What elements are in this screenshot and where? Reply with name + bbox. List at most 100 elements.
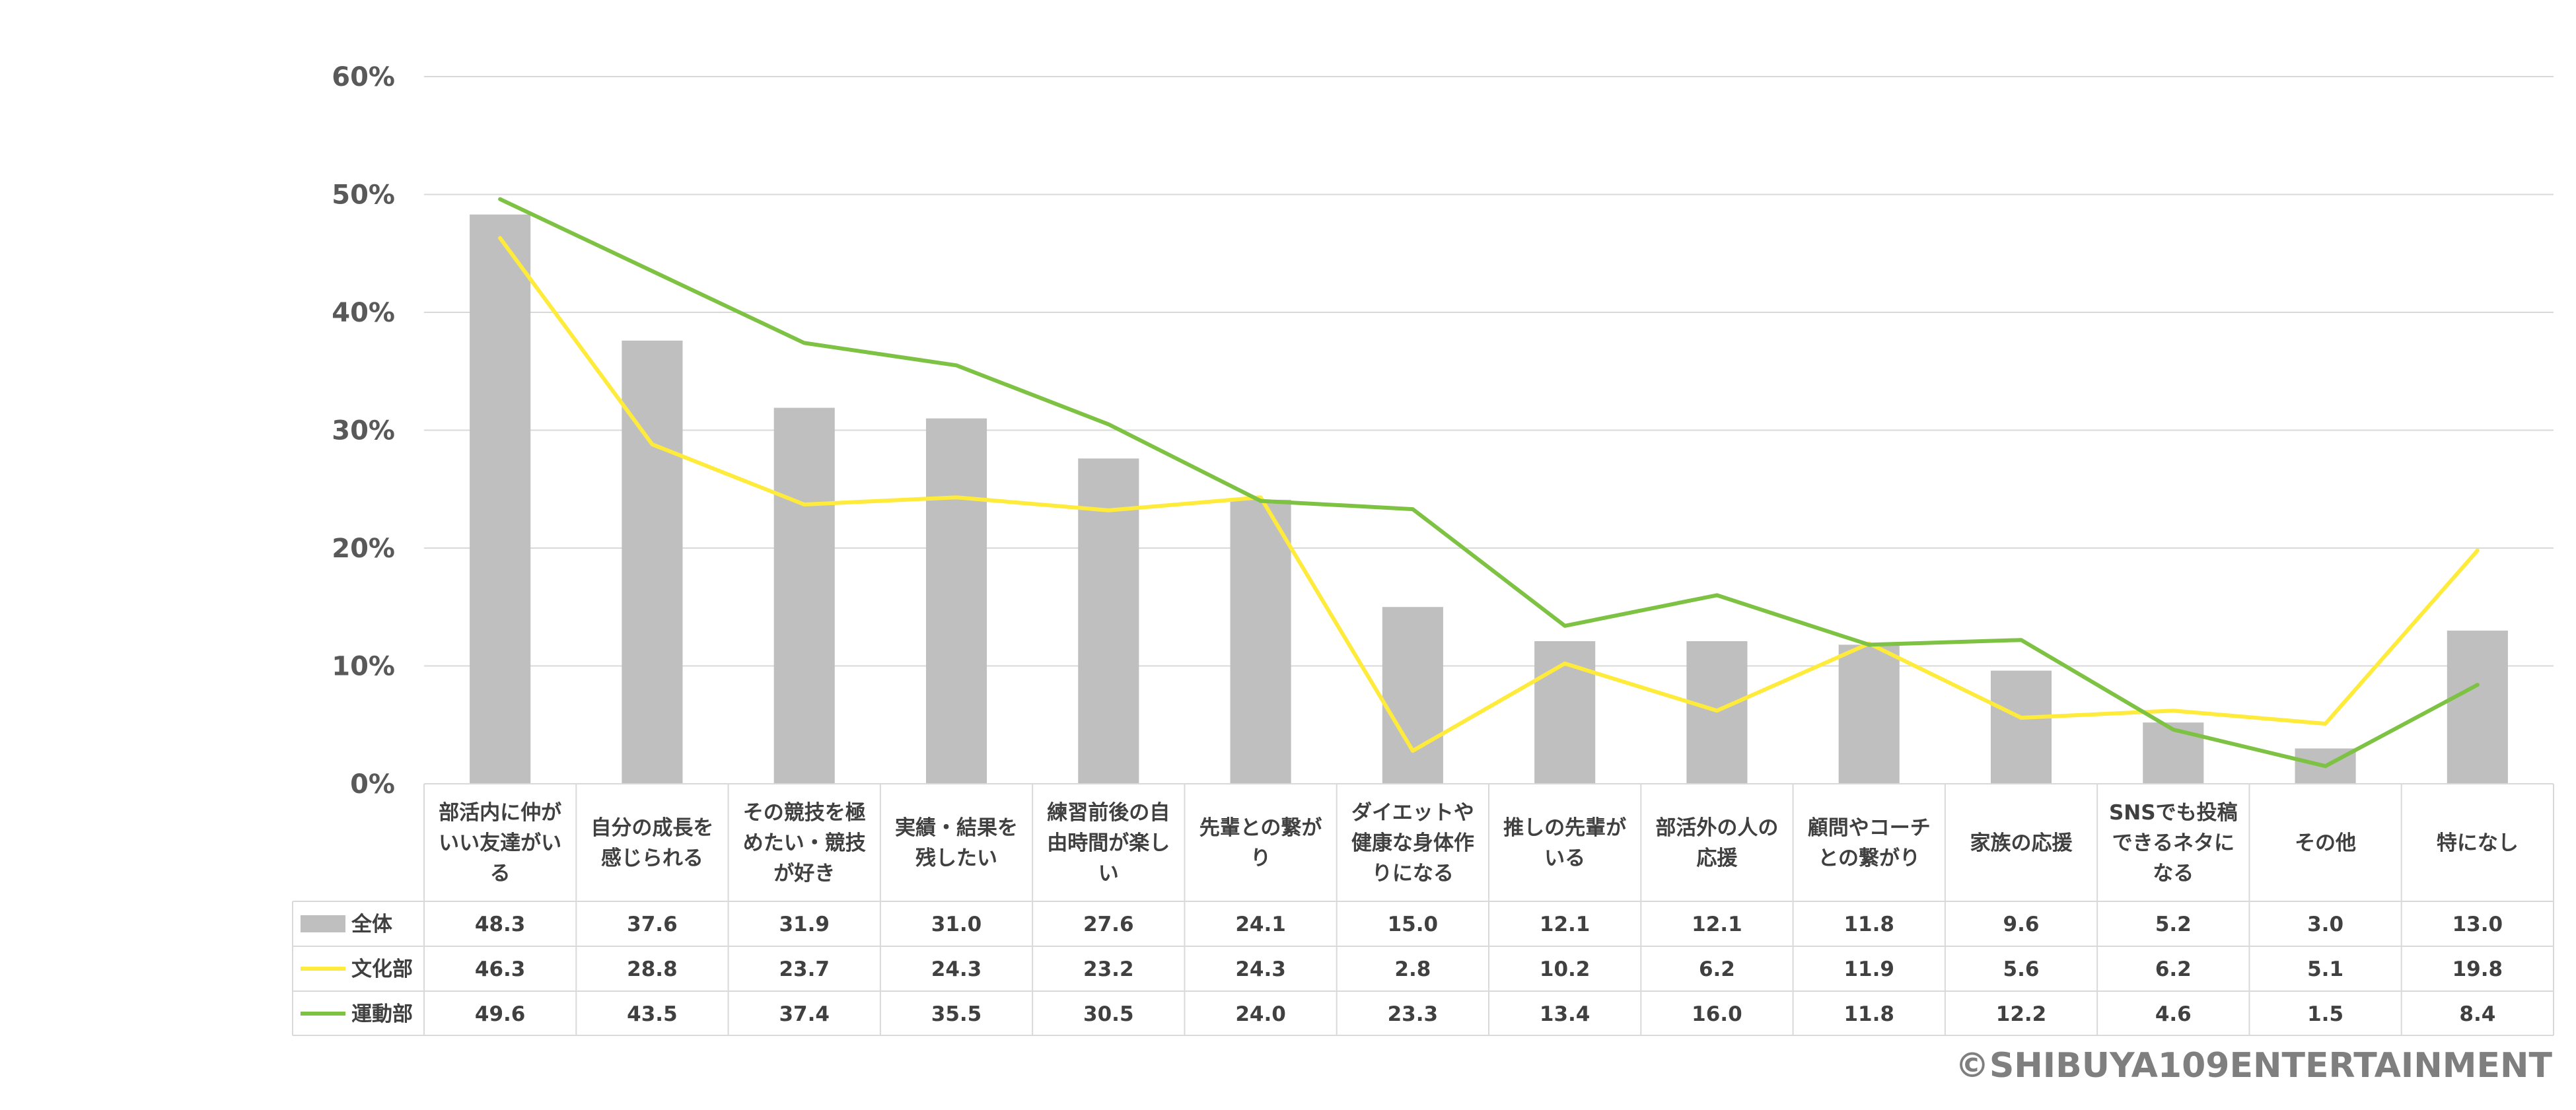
table-value: 28.8	[627, 957, 678, 981]
category-label: 応援	[1696, 847, 1738, 870]
table-value: 24.3	[1235, 957, 1286, 981]
table-value: 4.6	[2155, 1002, 2192, 1026]
table-value: 6.2	[2155, 957, 2192, 981]
category-label: なる	[2153, 862, 2194, 885]
table-value: 37.4	[779, 1002, 830, 1026]
table-value: 3.0	[2307, 913, 2343, 936]
category-label: 先輩との繋が	[1199, 816, 1322, 840]
category-label: 残したい	[915, 847, 997, 870]
category-label: 自分の成長を	[590, 816, 713, 840]
category-label: いる	[1544, 847, 1585, 870]
bar	[470, 214, 531, 784]
category-label: が好き	[773, 862, 835, 885]
table-value: 24.3	[931, 957, 982, 981]
table-value: 13.0	[2452, 913, 2503, 936]
gridlines	[424, 76, 2554, 784]
table-value: 12.1	[1692, 913, 1742, 936]
table-value: 10.2	[1540, 957, 1591, 981]
category-label: 健康な身体作	[1351, 831, 1474, 855]
category-label: できるネタに	[2112, 831, 2235, 855]
category-label: 部活内に仲が	[439, 801, 561, 825]
legend-label: 文化部	[351, 957, 413, 981]
category-label: めたい・競技	[743, 831, 866, 855]
table-value: 11.8	[1843, 913, 1894, 936]
category-label: その他	[2295, 831, 2356, 855]
category-label: い	[1098, 862, 1119, 885]
table-value: 5.6	[2003, 957, 2040, 981]
category-label: いい友達がい	[439, 831, 561, 855]
table-value: 48.3	[475, 913, 526, 936]
category-label: 顧問やコーチ	[1808, 816, 1931, 840]
table-value: 31.0	[931, 913, 982, 936]
y-tick-label: 30%	[332, 416, 395, 446]
bar	[2447, 630, 2508, 784]
category-label: 家族の応援	[1970, 831, 2073, 855]
table-value: 35.5	[931, 1002, 982, 1026]
category-label: ダイエットや	[1351, 801, 1474, 825]
table-value: 9.6	[2003, 913, 2040, 936]
category-label: 感じられる	[601, 847, 703, 870]
y-axis: 0% 10% 20% 30% 40% 50% 60%	[332, 62, 395, 800]
bar	[622, 340, 683, 784]
bar	[773, 407, 835, 784]
table-value: 16.0	[1692, 1002, 1742, 1026]
table-value: 19.8	[2452, 957, 2503, 981]
table-value: 46.3	[475, 957, 526, 981]
legend-key-bar	[301, 915, 345, 932]
bar	[1382, 607, 1443, 784]
legend-label: 全体	[351, 913, 392, 936]
table-value: 6.2	[1699, 957, 1735, 981]
series-line-運動部	[498, 197, 2480, 769]
table-value: 11.9	[1843, 957, 1894, 981]
y-tick-label: 60%	[332, 62, 395, 92]
table-value: 23.2	[1083, 957, 1134, 981]
table-value: 8.4	[2459, 1002, 2495, 1026]
bar	[1230, 499, 1291, 784]
category-label: との繋がり	[1818, 847, 1920, 870]
y-tick-label: 20%	[332, 534, 395, 564]
table-value: 5.2	[2155, 913, 2192, 936]
y-tick-label: 0%	[350, 769, 395, 800]
category-label: りになる	[1372, 862, 1454, 885]
table-value: 12.1	[1540, 913, 1591, 936]
y-tick-label: 50%	[332, 180, 395, 211]
category-label: 実績・結果を	[895, 816, 1018, 840]
category-label: る	[490, 862, 511, 885]
table-value: 1.5	[2307, 1002, 2343, 1026]
category-label: 練習前後の自	[1047, 801, 1170, 825]
y-tick-label: 10%	[332, 652, 395, 682]
table-value: 49.6	[475, 1002, 526, 1026]
table-value: 27.6	[1083, 913, 1134, 936]
line-series	[498, 197, 2480, 769]
y-tick-label: 40%	[332, 298, 395, 328]
table-value: 30.5	[1083, 1002, 1134, 1026]
table-value: 24.1	[1235, 913, 1286, 936]
bar	[925, 418, 987, 784]
table-value: 31.9	[779, 913, 830, 936]
bar-series	[470, 214, 2508, 784]
table-value: 24.0	[1235, 1002, 1286, 1026]
table-value: 23.7	[779, 957, 830, 981]
bar	[1838, 644, 1900, 784]
category-label: 部活外の人の	[1655, 816, 1778, 840]
bar	[2143, 722, 2204, 784]
table-value: 43.5	[627, 1002, 678, 1026]
copyright-text: ©SHIBUYA109ENTERTAINMENT	[1954, 1046, 2552, 1086]
category-label: 特になし	[2437, 831, 2519, 855]
table-value: 12.2	[1996, 1002, 2047, 1026]
table-value: 13.4	[1540, 1002, 1591, 1026]
bar	[1990, 670, 2052, 784]
table-value: 2.8	[1394, 957, 1431, 981]
legend-label: 運動部	[351, 1002, 413, 1026]
table-value: 5.1	[2307, 957, 2343, 981]
table-value: 11.8	[1843, 1002, 1894, 1026]
table-value: 37.6	[627, 913, 678, 936]
bar	[1078, 458, 1139, 784]
table-value: 15.0	[1388, 913, 1439, 936]
category-label: その競技を極	[743, 801, 866, 825]
category-label: 推しの先輩が	[1503, 816, 1626, 840]
category-label: 由時間が楽し	[1047, 831, 1170, 855]
category-label: り	[1250, 847, 1271, 870]
